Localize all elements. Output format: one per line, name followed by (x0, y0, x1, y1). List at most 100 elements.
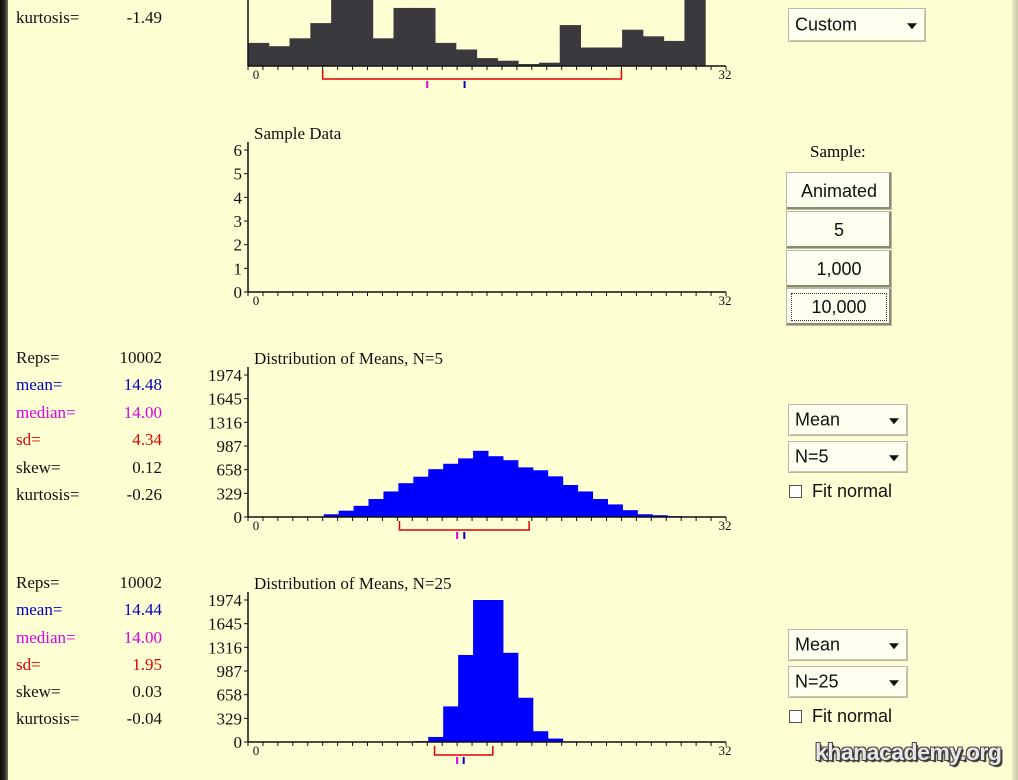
x-tick-label: 0 (253, 518, 260, 533)
histogram-bar (372, 38, 394, 66)
mean-value: 14.48 (123, 375, 162, 394)
sd-bracket (398, 521, 530, 531)
sample-5-button[interactable]: 5 (786, 211, 892, 249)
chevron-down-icon (889, 680, 899, 687)
sample-animated-label: Animated (800, 180, 878, 201)
histogram-bar (488, 600, 504, 742)
x-tick-label: 32 (719, 67, 732, 82)
histogram-bar (443, 463, 459, 517)
histogram-bar (473, 600, 489, 742)
reps-label: Reps= (16, 348, 60, 367)
means-n25-title: Distribution of Means, N=25 (254, 574, 452, 593)
histogram-bar (559, 25, 582, 66)
statistic-select[interactable]: Mean (788, 404, 908, 436)
statistic-select-value: Mean (795, 634, 841, 655)
x-tick-label: 32 (719, 293, 732, 308)
y-tick-label: 658 (217, 461, 243, 480)
histogram-bar (428, 736, 444, 742)
chevron-down-icon (889, 455, 899, 462)
histogram-bar (562, 484, 579, 517)
mean-value: 14.44 (123, 600, 162, 619)
sd-value: 1.95 (132, 655, 162, 674)
mean-label: mean= (16, 375, 63, 394)
kurtosis-label: kurtosis= (16, 8, 80, 27)
distribution-select[interactable]: Custom (788, 8, 926, 42)
y-tick-label: 5 (234, 165, 243, 184)
y-tick-label: 0 (234, 733, 243, 752)
histogram-bar (538, 62, 561, 66)
y-tick-label: 3 (234, 212, 243, 231)
fit-normal-label: Fit normal (812, 481, 893, 501)
reps-value: 10002 (119, 573, 163, 592)
histogram-bar (601, 47, 623, 66)
histogram-bar (368, 499, 384, 517)
population-histogram: 0 32 (247, 0, 732, 88)
kurtosis-label: kurtosis= (16, 709, 80, 728)
sample-size-select[interactable]: N=5 (788, 441, 908, 473)
fit-normal-checkbox[interactable] (789, 485, 802, 498)
sample-size-select[interactable]: N=25 (788, 666, 908, 698)
histogram-bar (532, 731, 549, 742)
sample-size-select-value: N=5 (795, 446, 829, 467)
sd-bracket (321, 70, 623, 80)
window-right-border (1012, 0, 1018, 780)
y-tick-label: 1645 (208, 615, 242, 634)
sampling-simulation: kurtosis= -1.49 0 32 0 32 0 1 2 3 4 5 6 0 32 0 329 65… (8, 0, 1012, 780)
statistic-select[interactable]: Mean (788, 629, 908, 661)
sample-animated-button[interactable]: Animated (786, 172, 892, 210)
means-n5-title: Distribution of Means, N=5 (254, 349, 444, 368)
histogram-bar (413, 476, 429, 517)
sd-value: 4.34 (132, 430, 162, 449)
chevron-down-icon (907, 23, 917, 30)
means-n25-histogram: 0 32 0 329 658 987 1316 1645 1974 (208, 591, 732, 764)
histogram-bar (458, 654, 474, 742)
y-tick-label: 329 (217, 484, 243, 503)
kurtosis-value: -0.26 (126, 485, 162, 504)
histogram-bar (473, 450, 489, 517)
y-tick-label: 6 (234, 141, 243, 160)
histogram-bar (476, 58, 498, 66)
histogram-bar (663, 40, 685, 66)
histogram-bar (414, 7, 436, 67)
histogram-bar (580, 47, 602, 66)
chevron-down-icon (889, 643, 899, 650)
sample-5-label: 5 (833, 219, 844, 240)
sd-bracket (433, 746, 494, 756)
y-tick-label: 0 (234, 508, 243, 527)
y-tick-label: 1645 (208, 390, 242, 409)
x-tick-label: 32 (719, 518, 732, 533)
histogram-bar (497, 60, 519, 66)
y-tick-label: 1974 (208, 591, 243, 610)
histogram-bar (353, 505, 369, 517)
histogram-bar (455, 49, 478, 66)
histogram-bar (383, 491, 399, 517)
histogram-bar (592, 499, 608, 517)
sd-label: sd= (16, 655, 41, 674)
median-label: median= (16, 403, 76, 422)
x-tick-label: 0 (253, 293, 260, 308)
y-tick-label: 4 (234, 188, 243, 207)
y-tick-label: 2 (234, 236, 243, 255)
histogram-bar (338, 510, 355, 517)
histogram-bar (547, 738, 564, 742)
median-value: 14.00 (123, 628, 162, 647)
kurtosis-value: -0.04 (126, 709, 162, 728)
histogram-bar (435, 42, 457, 66)
x-tick-label: 0 (253, 67, 260, 82)
fit-normal-checkbox[interactable] (789, 710, 802, 723)
sample-10000-label: 10,000 (811, 296, 867, 317)
y-tick-label: 987 (217, 662, 243, 681)
reps-value: 10002 (119, 348, 163, 367)
histogram-bar (458, 458, 474, 517)
sample-1000-button[interactable]: 1,000 (786, 250, 892, 288)
sample-10000-button[interactable]: 10,000 (786, 288, 892, 326)
histogram-bar (577, 491, 594, 517)
median-label: median= (16, 628, 76, 647)
y-tick-label: 658 (217, 686, 243, 705)
histogram-bar (652, 515, 668, 517)
y-tick-label: 0 (234, 283, 243, 302)
kurtosis-value: -1.49 (126, 8, 162, 27)
sample-label: Sample: (810, 142, 866, 161)
histogram-bar (310, 23, 332, 67)
y-tick-label: 1 (234, 259, 243, 278)
